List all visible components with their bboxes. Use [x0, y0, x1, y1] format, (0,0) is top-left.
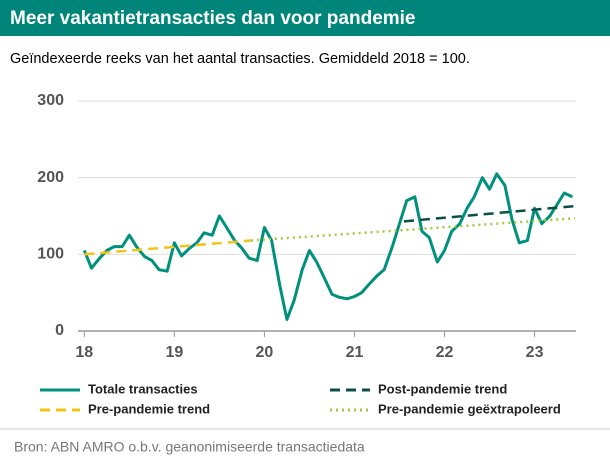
x-tick-label: 23: [526, 344, 544, 361]
series-line: [82, 172, 574, 321]
title-bar: [0, 0, 610, 36]
legend-label: Pre-pandemie trend: [88, 401, 210, 416]
x-tick-label: 21: [346, 344, 364, 361]
y-tick-label: 200: [37, 169, 64, 186]
series-line: [84, 239, 252, 256]
source: Bron: ABN AMRO o.b.v. geanonimiseerde tr…: [14, 439, 365, 455]
legend-label: Pre-pandemie geëxtrapoleerd: [378, 401, 561, 416]
x-tick-label: 20: [256, 344, 274, 361]
x-tick-label: 18: [75, 344, 93, 361]
subtitle: Geïndexeerde reeks van het aantal transa…: [10, 51, 470, 67]
legend-label: Totale transacties: [88, 381, 198, 396]
series-line: [250, 217, 576, 242]
series-line: [403, 204, 576, 223]
y-tick-label: 0: [55, 322, 64, 339]
x-tick-label: 22: [436, 344, 454, 361]
legend-label: Post-pandemie trend: [378, 381, 507, 396]
chart-title: Meer vakantietransacties dan voor pandem…: [10, 8, 416, 29]
y-tick-label: 300: [37, 92, 64, 109]
x-tick-label: 19: [165, 344, 183, 361]
y-tick-label: 100: [37, 246, 64, 263]
